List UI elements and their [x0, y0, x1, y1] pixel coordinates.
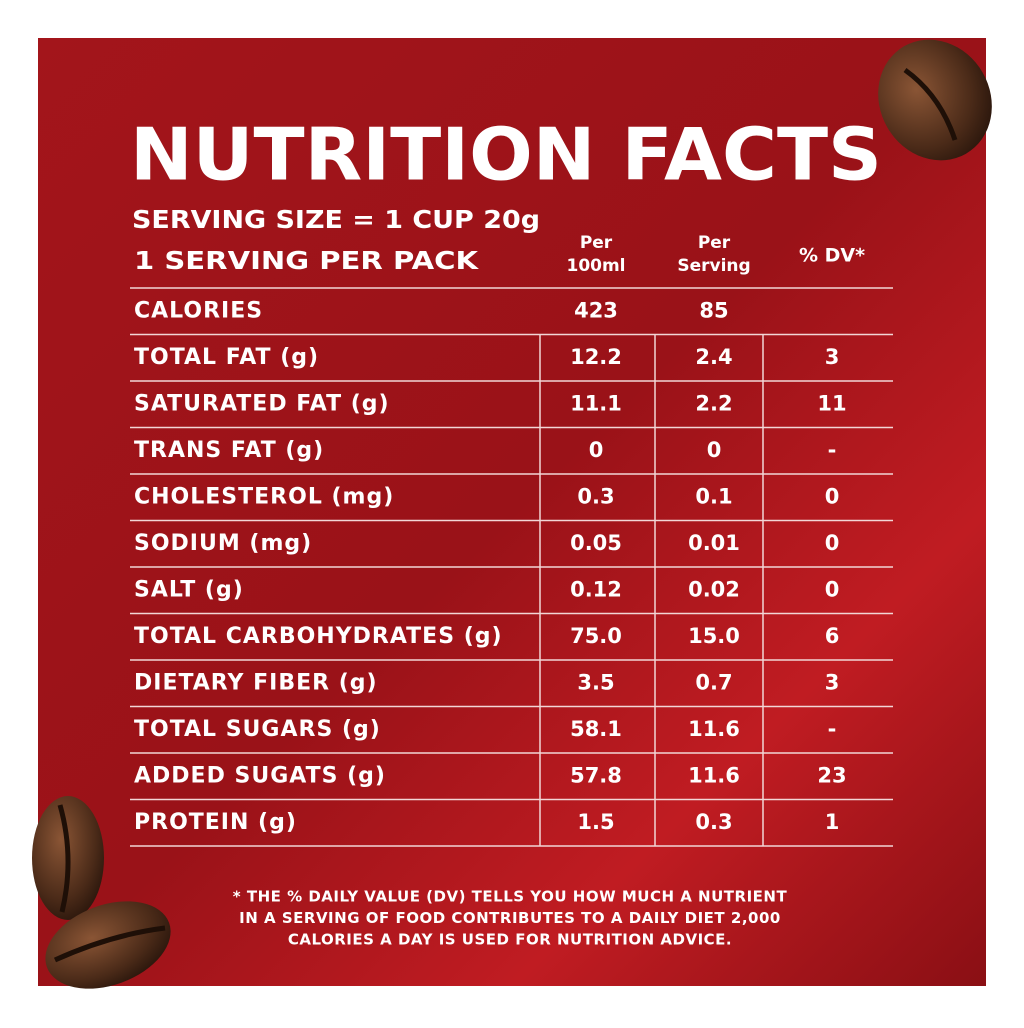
- row-label: TOTAL SUGARS (g): [134, 717, 381, 742]
- cell: 11: [817, 391, 846, 415]
- cell: 3: [825, 345, 840, 369]
- cell: 0: [825, 531, 840, 555]
- cell: 58.1: [570, 717, 622, 741]
- cell: 0.02: [688, 577, 740, 601]
- cell: 1.5: [577, 810, 614, 834]
- row-label: SALT (g): [134, 577, 244, 602]
- row-label: TOTAL CARBOHYDRATES (g): [134, 624, 503, 649]
- row-label: TRANS FAT (g): [134, 438, 324, 463]
- cell: 1: [825, 810, 840, 834]
- servings: 1 SERVING PER PACK: [134, 246, 480, 275]
- cell: 0.12: [570, 577, 622, 601]
- cell: 0: [707, 438, 722, 462]
- column-header: 100ml: [566, 256, 625, 276]
- coffee-beans: [32, 39, 992, 989]
- cell: -: [828, 438, 837, 462]
- cell: 12.2: [570, 345, 622, 369]
- row-label: PROTEIN (g): [134, 810, 297, 835]
- row-label: CALORIES: [134, 298, 263, 323]
- footnote: CALORIES A DAY IS USED FOR NUTRITION ADV…: [288, 931, 732, 949]
- cell: 2.2: [695, 391, 732, 415]
- row-label: SATURATED FAT (g): [134, 391, 390, 416]
- row-label: CHOLESTEROL (mg): [134, 484, 394, 509]
- cell: 0.3: [695, 810, 732, 834]
- footnote: IN A SERVING OF FOOD CONTRIBUTES TO A DA…: [239, 909, 781, 927]
- cell: 23: [817, 763, 846, 787]
- serving-size: SERVING SIZE = 1 CUP 20g: [132, 205, 540, 234]
- cell: 3.5: [577, 670, 614, 694]
- cell: 0: [825, 484, 840, 508]
- title: NUTRITION FACTS: [130, 113, 882, 197]
- cell: 0.1: [695, 484, 732, 508]
- cell: 0.01: [688, 531, 740, 555]
- cell: 2.4: [695, 345, 732, 369]
- cell: 11.1: [570, 391, 622, 415]
- cell: 15.0: [688, 624, 740, 648]
- column-header: Per: [580, 233, 613, 253]
- cell: 85: [699, 298, 728, 322]
- cell: 0: [825, 577, 840, 601]
- cell: -: [828, 717, 837, 741]
- cell: 75.0: [570, 624, 622, 648]
- row-label: SODIUM (mg): [134, 531, 312, 556]
- cell: 423: [574, 298, 618, 322]
- cell: 11.6: [688, 763, 740, 787]
- row-label: DIETARY FIBER (g): [134, 670, 378, 695]
- cell: 0.05: [570, 531, 622, 555]
- cell: 57.8: [570, 763, 622, 787]
- cell: 3: [825, 670, 840, 694]
- column-header: % DV*: [799, 245, 865, 267]
- column-header: Serving: [677, 256, 750, 276]
- cell: 6: [825, 624, 840, 648]
- cell: 0.7: [695, 670, 732, 694]
- panel: [38, 38, 986, 986]
- row-label: TOTAL FAT (g): [134, 345, 319, 370]
- cell: 11.6: [688, 717, 740, 741]
- cell: 0: [589, 438, 604, 462]
- column-header: Per: [698, 233, 731, 253]
- footnote: * THE % DAILY VALUE (DV) TELLS YOU HOW M…: [233, 888, 788, 906]
- row-label: ADDED SUGATS (g): [134, 763, 386, 788]
- cell: 0.3: [577, 484, 614, 508]
